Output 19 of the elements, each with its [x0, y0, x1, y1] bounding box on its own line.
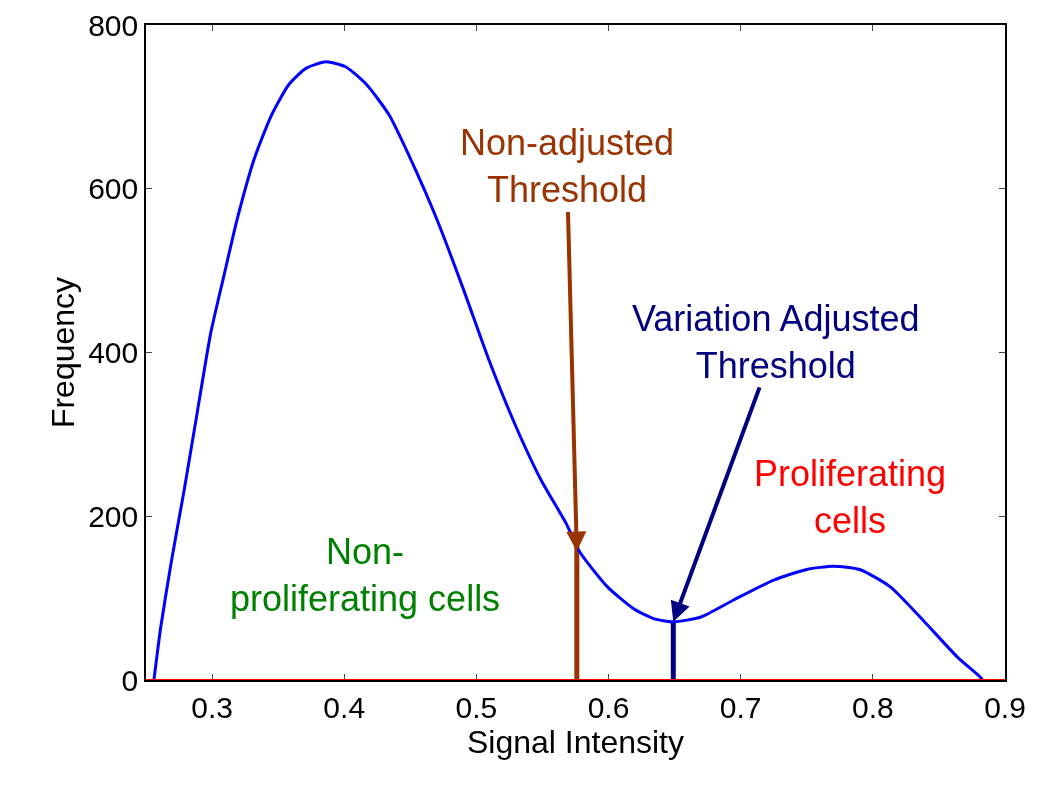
line-series	[152, 60, 985, 680]
x-tick-label: 0.5	[455, 690, 498, 724]
annotation: Proliferating cells	[754, 453, 947, 541]
x-tick-label: 0.7	[719, 690, 762, 724]
x-tick-label: 0.3	[191, 690, 233, 724]
y-axis-title: Frequency	[44, 276, 81, 429]
annotation: Non-adjusted Threshold	[460, 122, 675, 210]
y-tick-label: 0	[121, 663, 139, 697]
annotation: Non- proliferating cells	[230, 531, 501, 619]
x-axis-title: Signal Intensity	[466, 723, 685, 760]
x-tick-label: 0.8	[851, 690, 894, 724]
annotation: Variation Adjusted Threshold	[632, 298, 920, 386]
y-tick-label: 200	[88, 499, 139, 533]
x-tick-label: 0.6	[587, 690, 630, 724]
y-tick-label: 600	[88, 172, 139, 206]
y-tick-label: 800	[88, 8, 139, 42]
y-tick-label: 400	[88, 336, 139, 369]
x-tick-label: 0.4	[323, 690, 366, 724]
x-tick-label: 0.9	[984, 690, 1026, 724]
